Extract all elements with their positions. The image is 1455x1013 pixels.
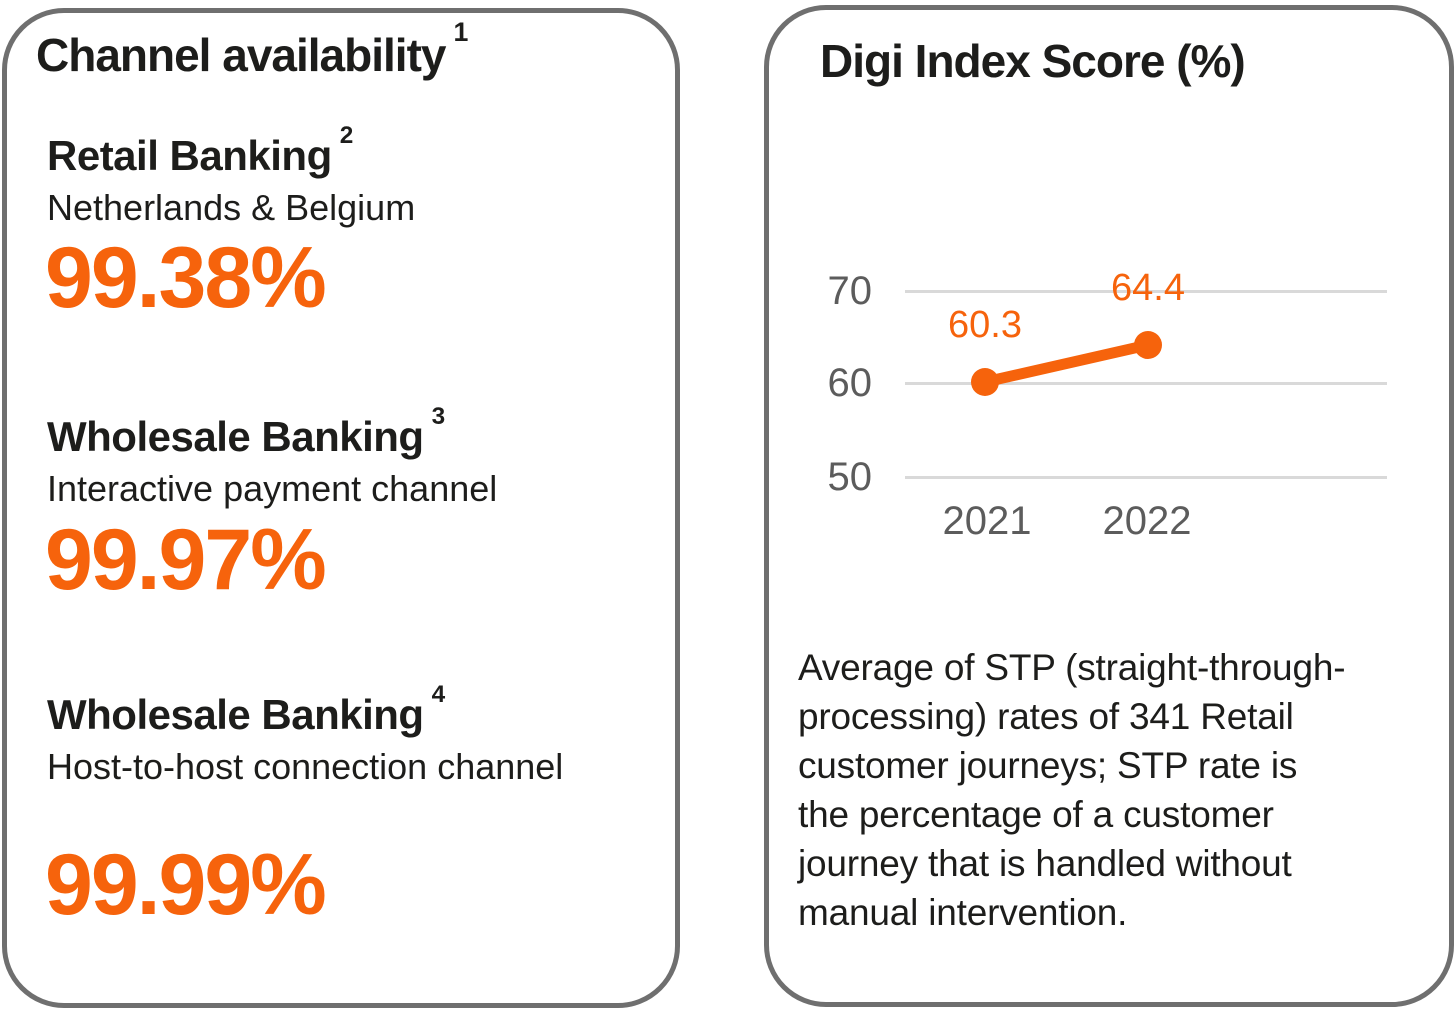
footnote-marker: 2 <box>339 121 354 149</box>
metric-heading-text: Wholesale Banking <box>47 691 424 738</box>
gridline-60 <box>905 382 1387 385</box>
digi-index-card: Digi Index Score (%) 70 60 50 60.3 64.4 … <box>764 5 1454 1007</box>
metric-value-retail-banking: 99.38% <box>45 230 327 326</box>
x-axis-category-label: 2022 <box>1102 499 1192 543</box>
x-axis-category-label: 2021 <box>942 499 1032 543</box>
metric-value-wholesale-interactive: 99.97% <box>45 512 327 608</box>
y-axis-tick-label: 50 <box>827 455 873 499</box>
digi-index-title: Digi Index Score (%) <box>820 35 1246 87</box>
gridline-70 <box>905 290 1387 293</box>
series-line <box>983 339 1150 388</box>
data-point-label-2022: 64.4 <box>1111 267 1185 309</box>
channel-availability-title: Channel availability 1 <box>36 19 468 81</box>
data-point-marker-2022 <box>1134 331 1162 359</box>
metric-heading-text: Wholesale Banking <box>47 413 424 460</box>
metric-subtitle: Interactive payment channel <box>47 468 498 509</box>
channel-availability-card: Channel availability 1 Retail Banking 2 Ne… <box>2 8 680 1008</box>
footnote-marker: 4 <box>431 680 446 708</box>
metric-heading-wholesale-banking-host: Wholesale Banking 4 <box>47 682 445 738</box>
metric-subtitle: Host-to-host connection channel <box>47 746 564 787</box>
footnote-marker: 1 <box>453 17 468 48</box>
metric-subtitle: Netherlands & Belgium <box>47 187 416 228</box>
chart-description: Average of STP (straight-through- proces… <box>798 647 1346 933</box>
data-point-label-2021: 60.3 <box>948 304 1022 346</box>
metric-value-wholesale-host: 99.99% <box>45 837 327 933</box>
y-axis-tick-label: 60 <box>827 361 873 405</box>
footnote-marker: 3 <box>431 402 446 430</box>
card-title-text: Channel availability <box>36 29 446 81</box>
metric-heading-wholesale-banking-interactive: Wholesale Banking 3 <box>47 404 445 460</box>
gridline-50 <box>905 476 1387 479</box>
data-point-marker-2021 <box>971 368 999 396</box>
metric-heading-retail-banking: Retail Banking 2 <box>47 123 353 179</box>
metric-heading-text: Retail Banking <box>47 132 332 179</box>
y-axis-tick-label: 70 <box>827 269 873 313</box>
series-line-svg <box>971 331 1162 396</box>
